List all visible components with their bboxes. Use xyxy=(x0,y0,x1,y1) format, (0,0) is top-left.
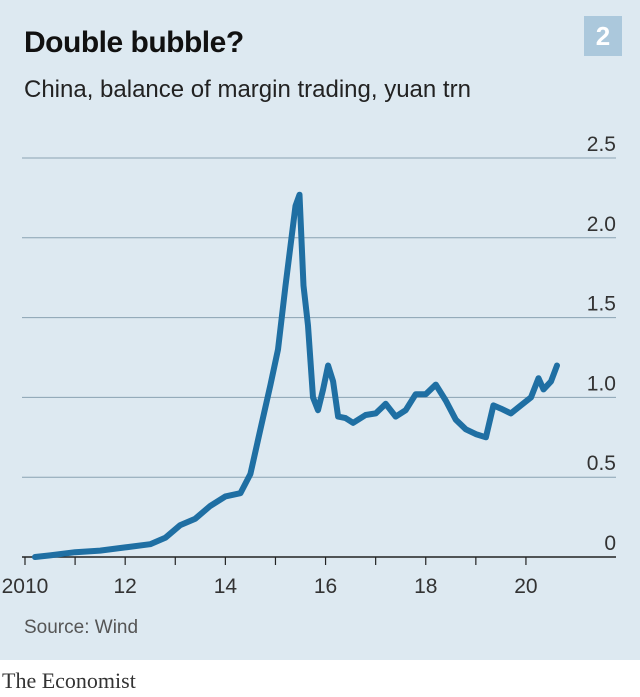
margin-balance-line xyxy=(32,191,560,560)
line-chart: 0 0.5 1.0 1.5 2.0 2.5 2010 12 14 16 18 20 xyxy=(2,133,616,598)
x-tick-label: 18 xyxy=(414,575,437,598)
chart-subtitle: China, balance of margin trading, yuan t… xyxy=(24,76,471,103)
y-tick-label: 0.5 xyxy=(587,452,616,475)
y-tick-label: 1.0 xyxy=(587,372,616,395)
chart-panel: Double bubble? China, balance of margin … xyxy=(0,0,640,660)
x-tick-label: 16 xyxy=(314,575,337,598)
x-tick-label: 14 xyxy=(214,575,238,598)
y-tick-label: 2.0 xyxy=(587,213,616,236)
x-tick-label: 2010 xyxy=(2,575,49,598)
y-tick-label: 2.5 xyxy=(587,133,616,156)
y-tick-label: 0 xyxy=(604,532,616,555)
x-tick-label: 20 xyxy=(514,575,537,598)
publisher-logo: The Economist xyxy=(2,668,136,693)
x-tick-label: 12 xyxy=(114,575,137,598)
chart-title: Double bubble? xyxy=(24,26,244,59)
source-note: Source: Wind xyxy=(24,617,139,638)
y-tick-label: 1.5 xyxy=(587,293,616,316)
chart-number-badge: 2 xyxy=(584,16,622,56)
